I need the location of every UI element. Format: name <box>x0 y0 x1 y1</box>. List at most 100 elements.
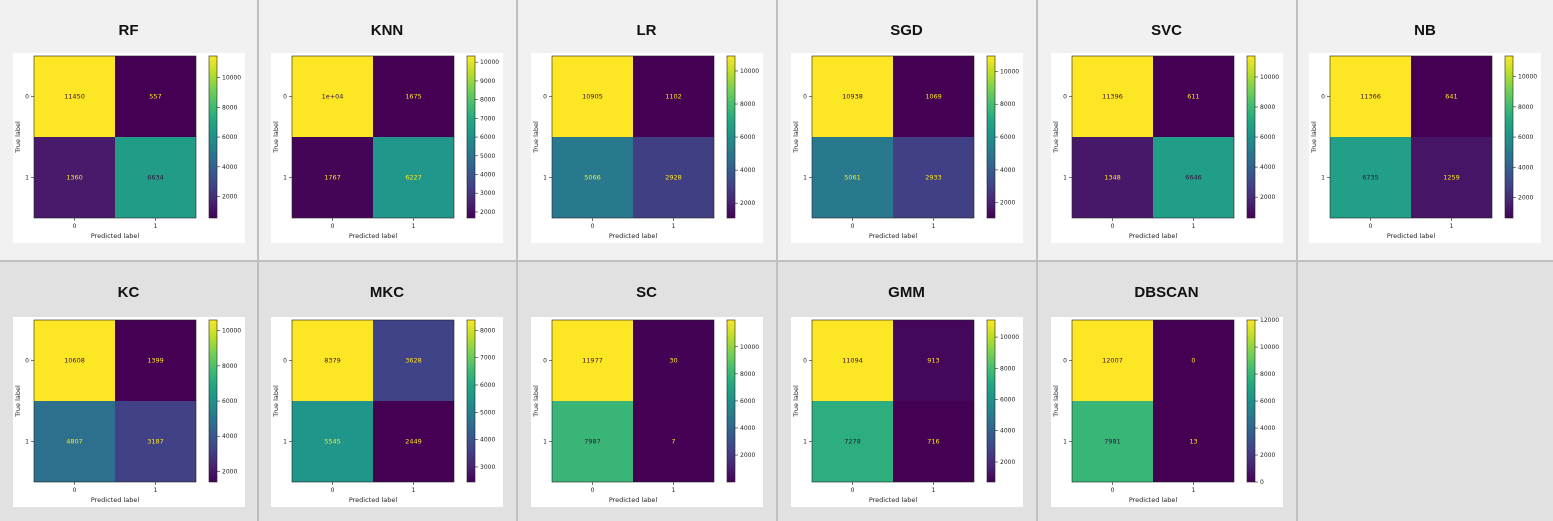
confusion-matrix-svg: 11450 557 1360 6634 0 1 0 1 Predicted label True … <box>14 55 241 240</box>
y-tick-label: 1 <box>1321 175 1325 182</box>
colorbar-tick-label: 6000 <box>740 398 755 405</box>
cell-value-label: 10905 <box>582 93 603 101</box>
matrix-cell <box>893 137 974 218</box>
cell-value-label: 5061 <box>844 174 861 182</box>
chart-plot-area: 11094 913 7278 716 0 1 0 1 Predicted label True l… <box>791 317 1023 507</box>
chart-plot-area: 8379 3628 5545 2449 0 1 0 1 Predicted label True … <box>271 317 503 507</box>
y-tick-label: 0 <box>803 94 807 101</box>
matrix-cell <box>633 320 714 401</box>
matrix-frame <box>33 319 197 483</box>
matrix-cell <box>1411 137 1492 218</box>
matrix-cell <box>893 56 974 137</box>
chart-title: MKC <box>369 284 405 301</box>
colorbar-tick-label: 2000 <box>1260 194 1275 201</box>
cell-value-label: 1e+04 <box>322 93 344 101</box>
y-tick-label: 0 <box>283 358 287 365</box>
x-tick-label: 0 <box>73 223 77 230</box>
x-tick-label: 1 <box>932 487 936 494</box>
x-tick-label: 1 <box>154 223 158 230</box>
chart-cell-kc: KC 10608 1399 4807 3187 0 1 0 1 Predicted label Tr… <box>0 262 257 521</box>
cell-value-label: 1360 <box>66 174 83 182</box>
matrix-cell <box>812 401 893 482</box>
cell-value-label: 5066 <box>584 174 601 182</box>
cell-value-label: 1069 <box>925 93 942 101</box>
cell-value-label: 6227 <box>405 174 422 182</box>
matrix-cell <box>373 401 454 482</box>
cell-value-label: 1767 <box>324 174 341 182</box>
confusion-matrix-svg: 10905 1102 5066 2928 0 1 0 1 Predicted label True… <box>532 55 759 240</box>
colorbar <box>986 319 996 483</box>
y-tick-label: 0 <box>1063 94 1067 101</box>
x-tick-label: 1 <box>1192 487 1196 494</box>
matrix-cell <box>373 137 454 218</box>
cell-value-label: 7987 <box>584 438 601 446</box>
colorbar <box>726 55 736 219</box>
x-axis-label: Predicted label <box>349 496 397 504</box>
cell-value-label: 1259 <box>1443 174 1460 182</box>
colorbar-tick-label: 8000 <box>1260 104 1275 111</box>
y-axis-label: True label <box>14 385 22 418</box>
matrix-cell <box>633 137 714 218</box>
chart-cell-lr: LR 10905 1102 5066 2928 0 1 0 1 Predicted label Tr… <box>517 0 776 260</box>
colorbar-tick-label: 6000 <box>480 382 495 389</box>
cell-value-label: 557 <box>149 93 161 101</box>
y-axis-label: True label <box>1052 121 1060 154</box>
matrix-cell <box>115 137 196 218</box>
x-tick-label: 0 <box>331 223 335 230</box>
chart-title: NB <box>1414 22 1436 39</box>
confusion-matrix-svg: 8379 3628 5545 2449 0 1 0 1 Predicted label True … <box>272 319 495 504</box>
chart-cell-dbscan: DBSCAN 12007 0 7981 13 0 1 0 1 Predicted label Tru… <box>1037 262 1296 521</box>
matrix-cell <box>34 320 115 401</box>
cell-value-label: 1102 <box>665 93 682 101</box>
colorbar-tick-label: 8000 <box>222 363 237 370</box>
chart-title: DBSCAN <box>1134 284 1199 301</box>
matrix-cell <box>1072 320 1153 401</box>
cell-value-label: 13 <box>1189 438 1197 446</box>
colorbar-tick-label: 4000 <box>1000 428 1015 435</box>
colorbar <box>466 319 476 483</box>
cell-value-label: 8379 <box>324 357 341 365</box>
colorbar <box>466 55 476 219</box>
x-tick-label: 1 <box>1192 223 1196 230</box>
cell-value-label: 10608 <box>64 357 85 365</box>
cell-value-label: 913 <box>927 357 939 365</box>
chart-plot-area: 11450 557 1360 6634 0 1 0 1 Predicted label True … <box>13 53 245 243</box>
x-tick-label: 1 <box>1450 223 1454 230</box>
chart-plot-area: 10938 1069 5061 2933 0 1 0 1 Predicted label True… <box>791 53 1023 243</box>
colorbar-tick-label: 7000 <box>480 115 495 122</box>
chart-title: KC <box>117 284 140 301</box>
confusion-matrix-svg: 11396 611 1348 6646 0 1 0 1 Predicted label True … <box>1052 55 1279 240</box>
colorbar-tick-label: 4000 <box>1260 425 1275 432</box>
x-axis-label: Predicted label <box>349 232 397 240</box>
colorbar-tick-label: 6000 <box>480 134 495 141</box>
cell-value-label: 12007 <box>1102 357 1123 365</box>
chart-plot-area: 10608 1399 4807 3187 0 1 0 1 Predicted label True… <box>13 317 245 507</box>
colorbar-tick-label: 4000 <box>740 425 755 432</box>
y-tick-label: 1 <box>25 439 29 446</box>
matrix-frame <box>551 319 715 483</box>
cell-value-label: 10938 <box>842 93 863 101</box>
matrix-cell <box>115 56 196 137</box>
colorbar-tick-label: 4000 <box>480 171 495 178</box>
colorbar-tick-label: 6000 <box>1518 134 1533 141</box>
matrix-cell <box>1330 137 1411 218</box>
x-axis-label: Predicted label <box>869 232 917 240</box>
grid-divider <box>0 260 1553 262</box>
y-tick-label: 1 <box>25 175 29 182</box>
y-tick-label: 0 <box>803 358 807 365</box>
colorbar-tick-label: 4000 <box>480 437 495 444</box>
matrix-cell <box>292 137 373 218</box>
colorbar-tick-label: 6000 <box>1260 398 1275 405</box>
colorbar-tick-label: 8000 <box>480 97 495 104</box>
colorbar-tick-label: 7000 <box>480 355 495 362</box>
matrix-cell <box>115 401 196 482</box>
matrix-frame <box>1071 319 1235 483</box>
cell-value-label: 641 <box>1445 93 1457 101</box>
chart-cell-nb: NB 11366 641 6735 1259 0 1 0 1 Predicted label Tru… <box>1297 0 1553 260</box>
y-tick-label: 1 <box>803 439 807 446</box>
matrix-cell <box>1072 137 1153 218</box>
cell-value-label: 7278 <box>844 438 861 446</box>
colorbar <box>986 55 996 219</box>
confusion-matrix-svg: 11366 641 6735 1259 0 1 0 1 Predicted label True … <box>1310 55 1537 240</box>
y-axis-label: True label <box>532 385 540 418</box>
